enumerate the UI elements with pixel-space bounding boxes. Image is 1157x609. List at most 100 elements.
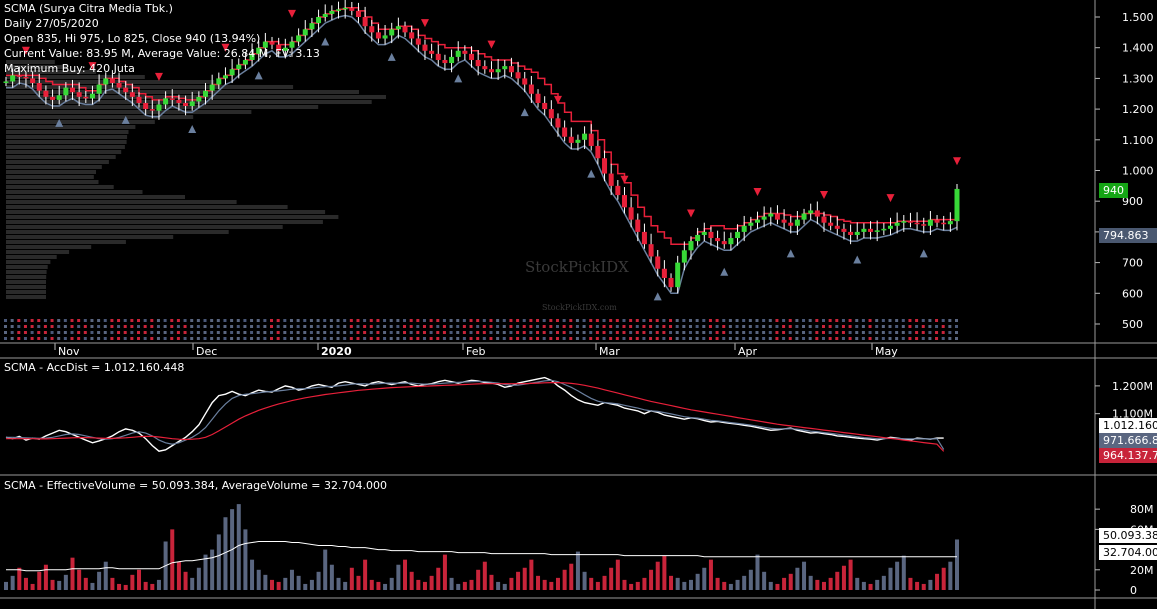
- signal-cell: [649, 319, 653, 322]
- signal-cell: [589, 319, 593, 322]
- signal-cell: [57, 319, 61, 322]
- signal-cell: [941, 325, 945, 328]
- candle-body: [183, 102, 189, 107]
- signal-cell: [702, 337, 706, 340]
- volume-profile-bar: [6, 150, 122, 154]
- signal-cell: [223, 319, 227, 322]
- signal-cell: [549, 325, 553, 328]
- signal-cell: [416, 337, 420, 340]
- signal-cell: [363, 337, 367, 340]
- signal-cell: [243, 337, 247, 340]
- volume-bar: [210, 549, 215, 590]
- signal-cell: [123, 325, 127, 328]
- signal-cell: [250, 337, 254, 340]
- candle-body: [854, 231, 860, 235]
- signal-cell: [802, 319, 806, 322]
- signal-cell: [97, 325, 101, 328]
- volume-profile-bar: [6, 235, 174, 239]
- volume-bar: [369, 579, 374, 590]
- signal-arrows: [21, 9, 961, 301]
- signal-cell: [363, 331, 367, 334]
- signal-cell: [210, 337, 214, 340]
- price-tick-label: 1.300: [1122, 72, 1154, 85]
- signal-cell: [90, 325, 94, 328]
- signal-cell: [183, 331, 187, 334]
- candle-body: [887, 225, 893, 229]
- sell-arrow: [819, 191, 828, 200]
- signal-cell: [43, 331, 47, 334]
- volume-bar: [422, 581, 427, 590]
- signal-cell: [895, 325, 899, 328]
- volume-bar: [888, 567, 893, 590]
- signal-cell: [496, 337, 500, 340]
- signal-cell: [163, 325, 167, 328]
- signal-cell: [422, 319, 426, 322]
- signal-cell: [363, 325, 367, 328]
- signal-cell: [948, 325, 952, 328]
- signal-cell: [283, 337, 287, 340]
- candle-body: [256, 47, 262, 54]
- candle-body: [568, 136, 574, 143]
- volume-profile-bar: [6, 175, 94, 179]
- signal-cell: [675, 337, 679, 340]
- candle-body: [801, 213, 807, 220]
- signal-cell: [875, 337, 879, 340]
- signal-cell: [555, 319, 559, 322]
- signal-cell: [595, 337, 599, 340]
- signal-cell: [861, 319, 865, 322]
- volume-bar: [881, 575, 886, 590]
- signal-cell: [117, 331, 121, 334]
- signal-cell: [855, 337, 859, 340]
- signal-cell: [935, 337, 939, 340]
- signal-cell: [97, 331, 101, 334]
- signal-cell: [263, 337, 267, 340]
- signal-cell: [875, 319, 879, 322]
- trailing-stop-path: [6, 7, 958, 245]
- signal-cell: [941, 337, 945, 340]
- signal-cell: [755, 325, 759, 328]
- signal-cell: [117, 325, 121, 328]
- signal-cell: [476, 325, 480, 328]
- signal-cell: [50, 337, 54, 340]
- signal-cell: [669, 337, 673, 340]
- candle-body: [688, 241, 694, 251]
- volume-profile-bar: [6, 190, 143, 194]
- volume-bar: [216, 534, 221, 590]
- volume-bar: [509, 577, 514, 590]
- signal-cell: [303, 319, 307, 322]
- signal-cell: [742, 325, 746, 328]
- signal-cell: [569, 331, 573, 334]
- signal-cell: [70, 319, 74, 322]
- signal-cell: [888, 325, 892, 328]
- volume-profile-bar: [6, 200, 237, 204]
- signal-cell: [629, 331, 633, 334]
- volume-profile-bar: [6, 100, 372, 104]
- signal-cell: [316, 337, 320, 340]
- signal-cell: [708, 325, 712, 328]
- volume-bar: [595, 581, 600, 590]
- signal-cell: [589, 331, 593, 334]
- watermark-small: StockPickIDX.com: [542, 303, 617, 312]
- signal-cell: [921, 325, 925, 328]
- candle-body: [276, 44, 282, 51]
- signal-cell: [263, 331, 267, 334]
- signal-cell: [702, 325, 706, 328]
- signal-cell: [489, 337, 493, 340]
- month-label: Dec: [196, 345, 217, 358]
- signal-cell: [236, 331, 240, 334]
- signal-cell: [868, 337, 872, 340]
- signal-cell: [509, 331, 513, 334]
- signal-cell: [575, 337, 579, 340]
- signal-cell: [808, 319, 812, 322]
- signal-cell: [329, 331, 333, 334]
- signal-cell: [821, 331, 825, 334]
- signal-cell: [802, 325, 806, 328]
- signal-cell: [90, 319, 94, 322]
- signal-cell: [815, 319, 819, 322]
- volume-bar: [396, 564, 401, 590]
- signal-cell: [363, 319, 367, 322]
- volume-bar: [17, 567, 22, 590]
- signal-cell: [456, 337, 460, 340]
- volume-profile-bar: [6, 270, 47, 274]
- signal-cell: [336, 331, 340, 334]
